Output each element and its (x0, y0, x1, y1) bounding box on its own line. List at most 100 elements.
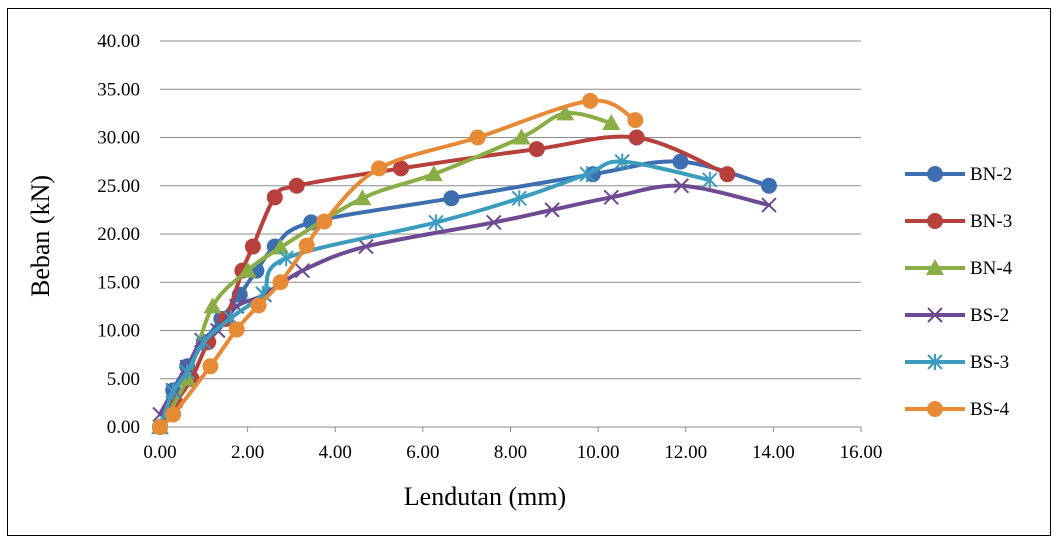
marker-stroke (486, 214, 502, 231)
y-tick-label: 20.00 (97, 224, 140, 245)
y-tick-label: 25.00 (97, 176, 140, 197)
data-point-bs-4 (298, 237, 315, 254)
legend-label: BS-2 (970, 305, 1009, 326)
y-tick-label: 15.00 (97, 272, 140, 293)
series-group (151, 92, 777, 435)
legend-entry-bn-3: BN-3 (905, 211, 1012, 232)
series-line-bn-2 (158, 159, 771, 429)
data-point-bn-4 (556, 104, 575, 121)
data-point-bs-3 (579, 166, 595, 183)
legend-entry-bs-4: BS-4 (905, 399, 1010, 420)
y-axis-title: Beban (kN) (26, 175, 55, 297)
x-tick-label: 12.00 (664, 442, 707, 463)
x-tick-label: 6.00 (406, 442, 439, 463)
legend-marker (927, 166, 943, 182)
data-point-bn-4 (424, 165, 443, 182)
x-axis-title: Lendutan (mm) (404, 482, 566, 511)
chart-frame (7, 8, 1051, 536)
data-point-bs-3 (165, 383, 181, 400)
data-point-bs-4 (272, 274, 289, 291)
data-point-bn-3 (288, 177, 305, 194)
series-bn-4 (151, 104, 621, 434)
data-point-bn-3 (392, 160, 409, 177)
legend-marker (927, 354, 943, 370)
series-bn-2 (152, 153, 777, 435)
marker-stroke (673, 178, 690, 194)
data-point-bn-3 (628, 129, 645, 146)
marker-stroke (228, 298, 245, 315)
legend: BN-2 BN-3 BN-4 BS-2 BS-3 BS-4 (905, 164, 1013, 420)
data-point-bs-4 (202, 358, 219, 375)
x-tick-label: 8.00 (494, 442, 527, 463)
marker-stroke (761, 197, 777, 213)
data-point-bn-4 (602, 114, 621, 131)
y-tick-label: 30.00 (97, 128, 140, 149)
data-point-bn-4 (238, 261, 257, 278)
legend-label: BN-4 (970, 258, 1013, 279)
data-point-bn-3 (266, 189, 283, 206)
data-point-bs-4 (627, 112, 644, 129)
legend-entry-bn-4: BN-4 (905, 258, 1013, 279)
data-point-bs-4 (582, 92, 599, 109)
y-tick-label: 10.00 (97, 321, 140, 342)
axes: 0.00 5.00 10.00 15.00 20.00 25.00 30.00 35.00 40… (97, 31, 882, 463)
data-point-bs-2 (673, 178, 690, 194)
series-line-bs-4 (158, 98, 638, 429)
data-point-bs-2 (761, 197, 777, 213)
data-point-bn-3 (528, 141, 545, 158)
marker-stroke (927, 307, 943, 323)
data-point-bs-4 (316, 213, 333, 230)
legend-marker (926, 259, 944, 275)
x-tick-label: 0.00 (143, 442, 176, 463)
data-point-bn-2 (760, 177, 777, 194)
series-bs-4 (152, 92, 644, 435)
legend-marker (927, 401, 943, 417)
data-point-bs-4 (152, 419, 168, 435)
data-point-bn-2 (672, 153, 689, 170)
marker-stroke (603, 189, 619, 206)
data-point-bs-2 (486, 214, 502, 231)
series-line-bn-4 (158, 111, 614, 429)
gridlines (160, 40, 861, 380)
data-point-bn-4 (203, 297, 222, 314)
marker-stroke (294, 262, 311, 279)
x-tick-label: 14.00 (752, 442, 795, 463)
legend-marker (927, 213, 943, 229)
x-tick-label: 4.00 (319, 442, 352, 463)
marker-stroke (358, 238, 374, 255)
y-tick-label: 35.00 (97, 79, 140, 100)
data-point-bs-2 (294, 262, 311, 279)
y-tick-label: 5.00 (107, 369, 140, 390)
data-point-bn-3 (244, 238, 261, 255)
legend-label: BS-3 (970, 352, 1009, 373)
data-point-bs-3 (196, 334, 212, 351)
data-point-bs-3 (179, 363, 195, 380)
y-tick-label: 0.00 (107, 417, 140, 438)
legend-entry-bs-2: BS-2 (905, 305, 1009, 326)
data-point-bn-4 (271, 238, 290, 255)
x-tick-label: 16.00 (840, 442, 883, 463)
data-point-bs-3 (428, 214, 444, 231)
data-point-bs-3 (614, 153, 630, 170)
legend-label: BN-3 (970, 211, 1012, 232)
data-point-bn-4 (512, 128, 531, 145)
legend-label: BN-2 (970, 164, 1012, 185)
data-point-bs-3 (278, 250, 294, 267)
legend-entry-bn-2: BN-2 (905, 164, 1012, 185)
data-point-bs-4 (371, 160, 388, 177)
data-point-bn-3 (719, 166, 736, 183)
data-point-bs-2 (544, 202, 560, 218)
data-point-bs-2 (603, 189, 619, 206)
data-point-bs-3 (511, 190, 527, 207)
legend-entry-bs-3: BS-3 (905, 352, 1009, 373)
data-point-bs-4 (250, 297, 267, 314)
data-point-bs-4 (165, 406, 182, 423)
data-point-bs-4 (469, 129, 486, 146)
x-tick-label: 2.00 (231, 442, 264, 463)
legend-label: BS-4 (970, 399, 1010, 420)
data-point-bs-3 (702, 171, 718, 188)
series-line-bs-2 (158, 183, 771, 417)
data-point-bs-2 (358, 238, 374, 255)
data-point-bn-4 (353, 189, 372, 206)
